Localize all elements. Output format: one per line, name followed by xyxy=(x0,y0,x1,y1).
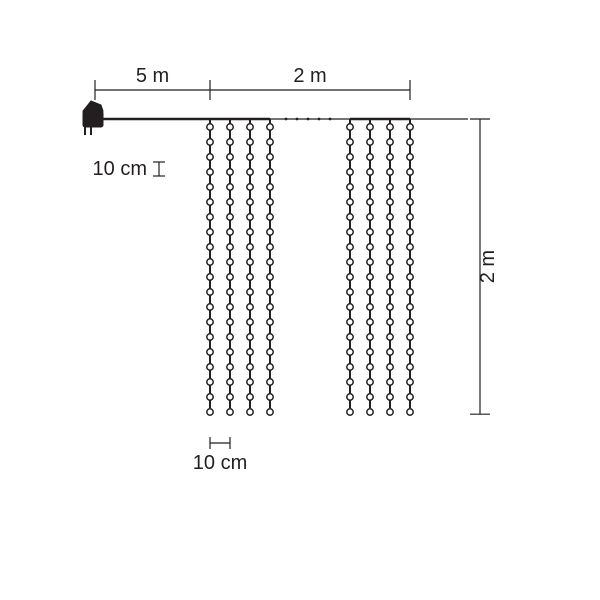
curtain-height-label: 2 m xyxy=(477,250,499,283)
curtain-width-label: 2 m xyxy=(293,65,326,87)
lead-length-label: 5 m xyxy=(136,65,169,87)
curtain-light-diagram: 5 m 2 m 2 m 10 cm 10 cm xyxy=(0,0,600,600)
bulb-spacing-v-label: 10 cm xyxy=(93,158,147,180)
strand-spacing-label: 10 cm xyxy=(193,452,247,474)
